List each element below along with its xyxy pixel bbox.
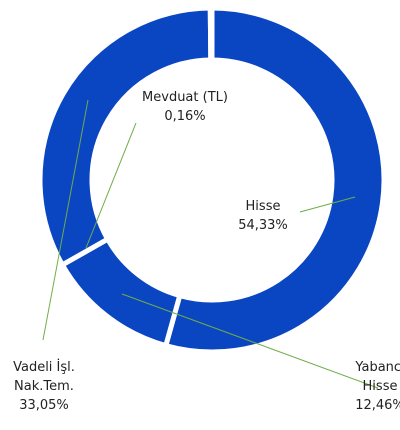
data-label: Yabancı Hisse 12,46% [345, 358, 400, 415]
category-label: Yabancı Hisse [355, 360, 400, 394]
data-label: Vadeli İşl. Nak.Tem. 33,05% [0, 358, 88, 415]
leader-line [42, 99, 89, 341]
leader-line [299, 196, 356, 213]
donut-segment [37, 5, 214, 269]
value-label: 33,05% [19, 398, 69, 413]
category-label: Hisse [245, 199, 281, 214]
leader-line [85, 122, 137, 249]
donut-segment [162, 5, 387, 355]
value-label: 54,33% [238, 218, 288, 233]
value-label: 12,46% [355, 398, 400, 413]
leader-line [121, 293, 379, 389]
donut-segment [207, 5, 215, 63]
category-label: Mevduat (TL) [142, 90, 228, 105]
category-label: Vadeli İşl. Nak.Tem. [13, 360, 75, 394]
data-label: Hisse 54,33% [218, 197, 308, 235]
value-label: 0,16% [164, 109, 206, 124]
data-label: Mevduat (TL) 0,16% [140, 88, 230, 126]
